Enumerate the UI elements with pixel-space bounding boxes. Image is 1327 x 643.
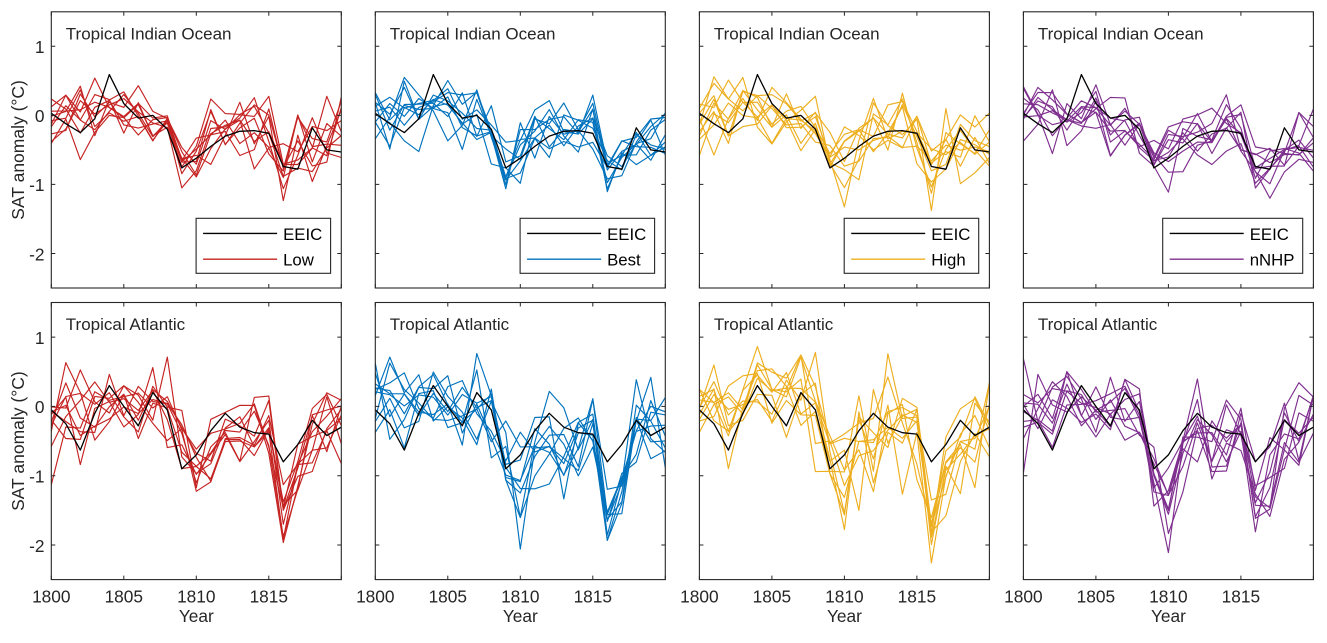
svg-text:1815: 1815 xyxy=(250,587,288,607)
svg-text:EEIC: EEIC xyxy=(283,225,322,244)
svg-text:1800: 1800 xyxy=(1004,587,1042,607)
svg-text:Tropical Indian Ocean: Tropical Indian Ocean xyxy=(66,24,232,43)
svg-text:SAT anomaly (°C): SAT anomaly (°C) xyxy=(8,371,28,511)
svg-text:1800: 1800 xyxy=(356,587,394,607)
svg-text:-2: -2 xyxy=(29,536,44,556)
svg-text:Year: Year xyxy=(503,606,538,626)
svg-text:EEIC: EEIC xyxy=(1250,225,1289,244)
svg-text:1800: 1800 xyxy=(32,587,70,607)
svg-text:Tropical Indian Ocean: Tropical Indian Ocean xyxy=(714,24,880,43)
svg-text:-1: -1 xyxy=(29,467,44,487)
svg-text:Tropical Atlantic: Tropical Atlantic xyxy=(66,315,186,334)
svg-text:Tropical Atlantic: Tropical Atlantic xyxy=(1038,315,1158,334)
svg-text:1805: 1805 xyxy=(429,587,467,607)
svg-text:1810: 1810 xyxy=(825,587,863,607)
svg-text:EEIC: EEIC xyxy=(931,225,970,244)
svg-text:1810: 1810 xyxy=(1149,587,1187,607)
svg-text:Year: Year xyxy=(179,606,214,626)
svg-text:Year: Year xyxy=(827,606,862,626)
svg-text:1805: 1805 xyxy=(753,587,791,607)
svg-text:1: 1 xyxy=(35,328,45,348)
svg-text:1805: 1805 xyxy=(1077,587,1115,607)
svg-text:Best: Best xyxy=(607,251,641,270)
svg-text:1800: 1800 xyxy=(680,587,718,607)
svg-text:Tropical Atlantic: Tropical Atlantic xyxy=(714,315,834,334)
svg-text:1: 1 xyxy=(35,37,45,57)
svg-text:EEIC: EEIC xyxy=(607,225,646,244)
svg-text:1805: 1805 xyxy=(105,587,143,607)
svg-text:1810: 1810 xyxy=(177,587,215,607)
svg-text:0: 0 xyxy=(35,397,45,417)
svg-text:1815: 1815 xyxy=(1222,587,1260,607)
svg-text:Low: Low xyxy=(283,251,315,270)
svg-text:1810: 1810 xyxy=(501,587,539,607)
svg-text:1815: 1815 xyxy=(898,587,936,607)
svg-text:High: High xyxy=(931,251,966,270)
svg-text:Year: Year xyxy=(1151,606,1186,626)
svg-text:Tropical Atlantic: Tropical Atlantic xyxy=(390,315,510,334)
svg-text:0: 0 xyxy=(35,106,45,126)
svg-text:nNHP: nNHP xyxy=(1250,251,1295,270)
svg-text:Tropical Indian Ocean: Tropical Indian Ocean xyxy=(390,24,556,43)
svg-text:SAT anomaly (°C): SAT anomaly (°C) xyxy=(8,80,28,220)
svg-text:Tropical Indian Ocean: Tropical Indian Ocean xyxy=(1038,24,1204,43)
svg-text:-2: -2 xyxy=(29,244,44,264)
svg-text:1815: 1815 xyxy=(574,587,612,607)
svg-text:-1: -1 xyxy=(29,175,44,195)
